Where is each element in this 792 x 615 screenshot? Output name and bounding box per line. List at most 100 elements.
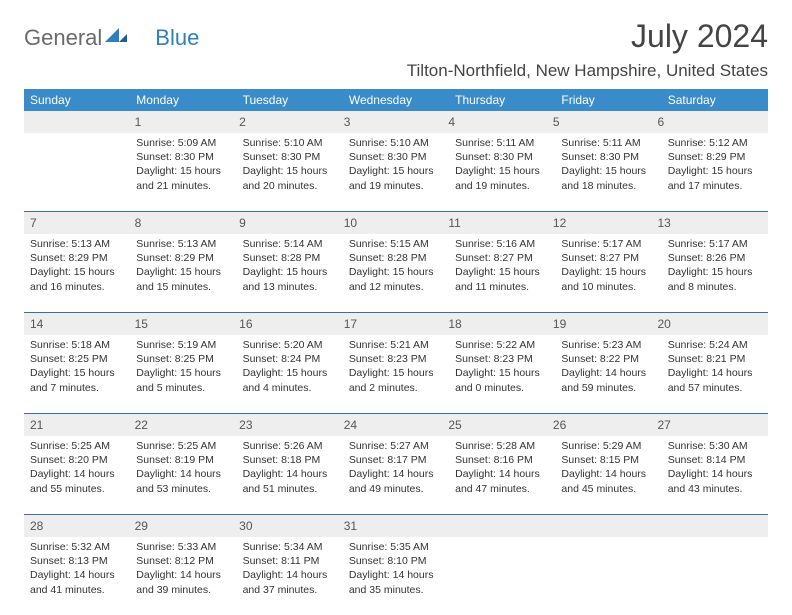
day-cell: Sunrise: 5:18 AMSunset: 8:25 PMDaylight:… — [24, 335, 130, 413]
sunset-text: Sunset: 8:25 PM — [136, 352, 230, 366]
sunrise-text: Sunrise: 5:12 AM — [668, 136, 762, 150]
daylight2-text: and 17 minutes. — [668, 179, 762, 193]
sunset-text: Sunset: 8:19 PM — [136, 453, 230, 467]
day-number: 4 — [448, 113, 553, 131]
day-of-week-header: Sunday Monday Tuesday Wednesday Thursday… — [24, 89, 768, 111]
day-cell: Sunrise: 5:22 AMSunset: 8:23 PMDaylight:… — [449, 335, 555, 413]
day-cell: Sunrise: 5:11 AMSunset: 8:30 PMDaylight:… — [449, 133, 555, 211]
sunrise-text: Sunrise: 5:09 AM — [136, 136, 230, 150]
day-number: 8 — [135, 214, 240, 232]
sunrise-text: Sunrise: 5:23 AM — [561, 338, 655, 352]
page-header: General Blue July 2024 Tilton-Northfield… — [24, 18, 768, 81]
daylight1-text: Daylight: 15 hours — [243, 366, 337, 380]
sunset-text: Sunset: 8:11 PM — [243, 554, 337, 568]
dow-saturday: Saturday — [662, 89, 768, 111]
day-cell: Sunrise: 5:23 AMSunset: 8:22 PMDaylight:… — [555, 335, 661, 413]
day-cell: Sunrise: 5:26 AMSunset: 8:18 PMDaylight:… — [237, 436, 343, 514]
day-number: 21 — [30, 416, 135, 434]
sunset-text: Sunset: 8:29 PM — [30, 251, 124, 265]
logo-word-1: General — [24, 25, 102, 51]
sunset-text: Sunset: 8:28 PM — [349, 251, 443, 265]
sunrise-text: Sunrise: 5:22 AM — [455, 338, 549, 352]
day-number — [553, 517, 658, 535]
sunrise-text: Sunrise: 5:24 AM — [668, 338, 762, 352]
daylight1-text: Daylight: 14 hours — [349, 568, 443, 582]
day-number: 16 — [239, 315, 344, 333]
daylight1-text: Daylight: 15 hours — [349, 366, 443, 380]
sunrise-text: Sunrise: 5:11 AM — [455, 136, 549, 150]
day-cell: Sunrise: 5:35 AMSunset: 8:10 PMDaylight:… — [343, 537, 449, 615]
day-cell: Sunrise: 5:29 AMSunset: 8:15 PMDaylight:… — [555, 436, 661, 514]
day-number: 7 — [30, 214, 135, 232]
daylight2-text: and 16 minutes. — [30, 280, 124, 294]
day-number: 19 — [553, 315, 658, 333]
sunrise-text: Sunrise: 5:13 AM — [30, 237, 124, 251]
day-number — [448, 517, 553, 535]
sunset-text: Sunset: 8:29 PM — [668, 150, 762, 164]
daylight1-text: Daylight: 15 hours — [668, 265, 762, 279]
daylight1-text: Daylight: 14 hours — [349, 467, 443, 481]
sunset-text: Sunset: 8:13 PM — [30, 554, 124, 568]
day-number: 27 — [657, 416, 762, 434]
dow-thursday: Thursday — [449, 89, 555, 111]
daylight1-text: Daylight: 14 hours — [30, 568, 124, 582]
logo-mark-icon — [105, 22, 127, 48]
day-number: 17 — [344, 315, 449, 333]
daylight2-text: and 13 minutes. — [243, 280, 337, 294]
sunrise-text: Sunrise: 5:17 AM — [561, 237, 655, 251]
day-number: 2 — [239, 113, 344, 131]
sunset-text: Sunset: 8:12 PM — [136, 554, 230, 568]
daylight1-text: Daylight: 15 hours — [455, 265, 549, 279]
daylight1-text: Daylight: 15 hours — [136, 164, 230, 178]
calendar: Sunday Monday Tuesday Wednesday Thursday… — [24, 89, 768, 615]
day-number — [30, 113, 135, 131]
dow-monday: Monday — [130, 89, 236, 111]
sunset-text: Sunset: 8:30 PM — [455, 150, 549, 164]
daylight2-text: and 10 minutes. — [561, 280, 655, 294]
daylight2-text: and 59 minutes. — [561, 381, 655, 395]
daylight1-text: Daylight: 14 hours — [243, 568, 337, 582]
daylight2-text: and 55 minutes. — [30, 482, 124, 496]
sunrise-text: Sunrise: 5:19 AM — [136, 338, 230, 352]
sunrise-text: Sunrise: 5:28 AM — [455, 439, 549, 453]
day-number — [657, 517, 762, 535]
sunrise-text: Sunrise: 5:33 AM — [136, 540, 230, 554]
daylight2-text: and 7 minutes. — [30, 381, 124, 395]
sunset-text: Sunset: 8:14 PM — [668, 453, 762, 467]
sunrise-text: Sunrise: 5:27 AM — [349, 439, 443, 453]
day-number: 26 — [553, 416, 658, 434]
daylight2-text: and 19 minutes. — [455, 179, 549, 193]
day-cell: Sunrise: 5:25 AMSunset: 8:20 PMDaylight:… — [24, 436, 130, 514]
day-cell: Sunrise: 5:30 AMSunset: 8:14 PMDaylight:… — [662, 436, 768, 514]
sunset-text: Sunset: 8:22 PM — [561, 352, 655, 366]
sunset-text: Sunset: 8:15 PM — [561, 453, 655, 467]
daylight2-text: and 19 minutes. — [349, 179, 443, 193]
day-number: 1 — [135, 113, 240, 131]
sunrise-text: Sunrise: 5:13 AM — [136, 237, 230, 251]
day-cell: Sunrise: 5:21 AMSunset: 8:23 PMDaylight:… — [343, 335, 449, 413]
sunrise-text: Sunrise: 5:10 AM — [243, 136, 337, 150]
weeks-container: 123456Sunrise: 5:09 AMSunset: 8:30 PMDay… — [24, 111, 768, 615]
day-number: 25 — [448, 416, 553, 434]
sunrise-text: Sunrise: 5:15 AM — [349, 237, 443, 251]
logo-word-2: Blue — [155, 25, 199, 51]
month-title: July 2024 — [407, 18, 768, 55]
day-cell — [449, 537, 555, 615]
sunrise-text: Sunrise: 5:29 AM — [561, 439, 655, 453]
daylight1-text: Daylight: 15 hours — [349, 265, 443, 279]
daylight1-text: Daylight: 15 hours — [136, 366, 230, 380]
day-number: 23 — [239, 416, 344, 434]
day-cell — [662, 537, 768, 615]
day-cell: Sunrise: 5:09 AMSunset: 8:30 PMDaylight:… — [130, 133, 236, 211]
day-number: 3 — [344, 113, 449, 131]
daylight1-text: Daylight: 15 hours — [668, 164, 762, 178]
daylight2-text: and 51 minutes. — [243, 482, 337, 496]
title-block: July 2024 Tilton-Northfield, New Hampshi… — [407, 18, 768, 81]
sunset-text: Sunset: 8:26 PM — [668, 251, 762, 265]
day-cell: Sunrise: 5:17 AMSunset: 8:27 PMDaylight:… — [555, 234, 661, 312]
sunset-text: Sunset: 8:21 PM — [668, 352, 762, 366]
sunrise-text: Sunrise: 5:20 AM — [243, 338, 337, 352]
day-number: 12 — [553, 214, 658, 232]
daylight2-text: and 39 minutes. — [136, 583, 230, 597]
sunrise-text: Sunrise: 5:25 AM — [136, 439, 230, 453]
